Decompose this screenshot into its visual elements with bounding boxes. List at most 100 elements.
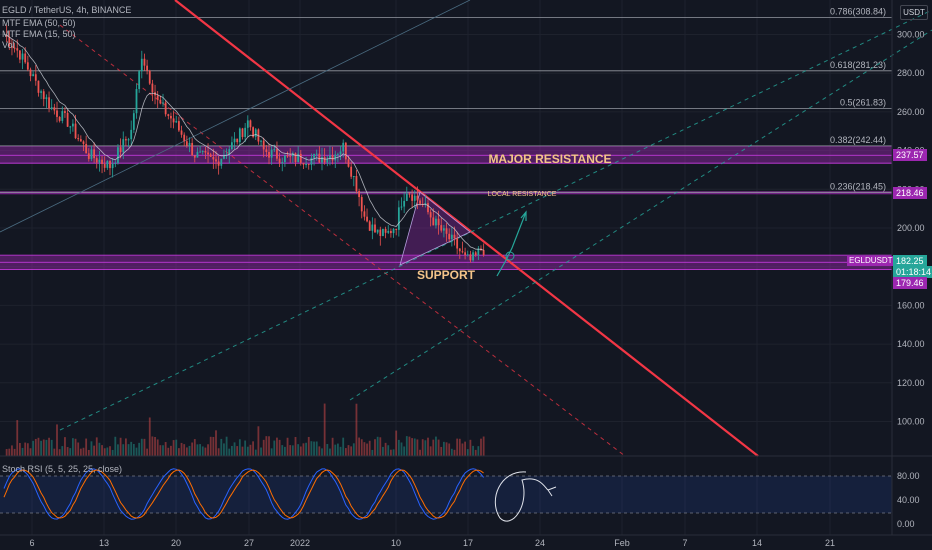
volume-bar bbox=[93, 445, 95, 456]
volume-bar bbox=[281, 445, 284, 456]
candle-body bbox=[411, 194, 413, 201]
main-downtrend-line bbox=[174, 0, 759, 457]
volume-bar bbox=[416, 439, 419, 456]
breakout-marker bbox=[505, 251, 515, 261]
stoch-tick-label: 40.00 bbox=[897, 495, 920, 505]
volume-bar bbox=[40, 440, 42, 456]
volume-bar bbox=[159, 445, 162, 456]
ema-50-legend[interactable]: MTF EMA (50, 50) bbox=[2, 18, 76, 28]
volume-bar bbox=[135, 447, 138, 456]
stoch-rsi-legend[interactable]: Stoch RSI (5, 5, 25, 25, close) bbox=[2, 464, 123, 474]
candle-body bbox=[79, 139, 82, 142]
volume-bar bbox=[408, 436, 411, 456]
volume-bar bbox=[347, 445, 350, 456]
volume-bar bbox=[390, 449, 392, 456]
volume-bar bbox=[437, 439, 440, 456]
volume-bar bbox=[310, 441, 313, 456]
volume-bar bbox=[458, 438, 461, 456]
volume-bar bbox=[469, 439, 472, 456]
candle-body bbox=[382, 228, 384, 237]
volume-bar bbox=[334, 444, 337, 456]
volume-bar bbox=[29, 448, 32, 456]
candle-body bbox=[209, 154, 212, 157]
candle-body bbox=[156, 95, 159, 100]
volume-bar bbox=[252, 441, 254, 456]
candle-body bbox=[122, 139, 125, 153]
volume-bar bbox=[175, 439, 178, 456]
candle-body bbox=[93, 149, 95, 159]
candle-body bbox=[273, 149, 276, 151]
candle-body bbox=[249, 120, 252, 128]
candle-body bbox=[11, 46, 13, 48]
volume-bar bbox=[125, 438, 127, 456]
candle-body bbox=[34, 74, 37, 81]
candle-body bbox=[445, 228, 448, 234]
volume-bar bbox=[278, 439, 281, 456]
local-resistance-label: LOCAL RESISTANCE bbox=[488, 191, 557, 198]
candle-body bbox=[355, 176, 358, 192]
volume-bar bbox=[90, 441, 93, 456]
volume-bar bbox=[323, 403, 326, 456]
volume-bar bbox=[403, 446, 406, 456]
volume-bar bbox=[326, 443, 329, 456]
candle-body bbox=[405, 193, 408, 201]
candle-body bbox=[159, 99, 162, 104]
time-axis[interactable]: 6 13 20 27 2022 10 17 24 Feb 7 14 21 bbox=[0, 534, 932, 548]
volume-bar bbox=[270, 448, 273, 456]
candle-body bbox=[297, 153, 300, 162]
candle-body bbox=[56, 110, 58, 117]
zones bbox=[0, 145, 892, 271]
volume-bar bbox=[405, 436, 408, 456]
candle-body bbox=[352, 176, 355, 178]
candle-body bbox=[215, 159, 217, 162]
symbol-legend[interactable]: EGLD / TetherUS, 4h, BINANCE bbox=[2, 5, 132, 15]
volume-legend[interactable]: Vol bbox=[2, 40, 15, 50]
candle-body bbox=[223, 155, 225, 159]
symbol-price-tag: EGLDUSDT bbox=[847, 256, 895, 266]
trend-lines[interactable] bbox=[0, 0, 932, 457]
candle-body bbox=[305, 164, 307, 166]
ema-15-legend[interactable]: MTF EMA (15, 50) bbox=[2, 29, 76, 39]
volume-bar bbox=[257, 426, 260, 456]
volume-bar bbox=[19, 442, 21, 456]
volume-bar bbox=[450, 448, 453, 456]
fib-label: 0.786(308.84) bbox=[830, 6, 886, 16]
volume-bar bbox=[77, 442, 80, 456]
candle-body bbox=[395, 228, 398, 230]
volume-bar bbox=[268, 436, 270, 456]
volume-bar bbox=[87, 449, 90, 456]
candle-body bbox=[167, 114, 170, 116]
volume-bar bbox=[212, 436, 215, 456]
candle-body bbox=[101, 159, 103, 165]
volume-bar bbox=[299, 446, 302, 456]
level-tag-upper: 237.57 bbox=[893, 149, 927, 161]
candle-body bbox=[220, 158, 223, 166]
time-tick-label: 17 bbox=[463, 538, 473, 548]
volume-bar bbox=[249, 444, 252, 456]
candle-body bbox=[284, 155, 286, 163]
candle-body bbox=[278, 158, 281, 163]
candle-body bbox=[217, 161, 220, 166]
currency-button[interactable]: USDT bbox=[900, 5, 928, 20]
volume-bar bbox=[162, 445, 164, 456]
candle-body bbox=[13, 47, 16, 49]
candle-body bbox=[270, 149, 273, 158]
fib-label: 0.5(261.83) bbox=[840, 97, 886, 107]
time-tick-label: 13 bbox=[99, 538, 109, 548]
volume-bar bbox=[421, 439, 424, 456]
candle-body bbox=[178, 121, 180, 131]
volume-bar bbox=[117, 444, 119, 456]
volume-bar bbox=[164, 442, 167, 456]
volume-bar bbox=[154, 436, 156, 456]
volume-bar bbox=[241, 446, 244, 456]
oscillator-pane[interactable]: 80.00 40.00 0.00 bbox=[0, 455, 932, 529]
candle-body bbox=[262, 140, 265, 150]
volume-bar bbox=[286, 437, 289, 456]
volume-bars bbox=[5, 403, 485, 456]
volume-bar bbox=[350, 446, 353, 456]
volume-bar bbox=[109, 446, 111, 456]
volume-bar bbox=[138, 442, 141, 456]
volume-bar bbox=[466, 449, 469, 456]
